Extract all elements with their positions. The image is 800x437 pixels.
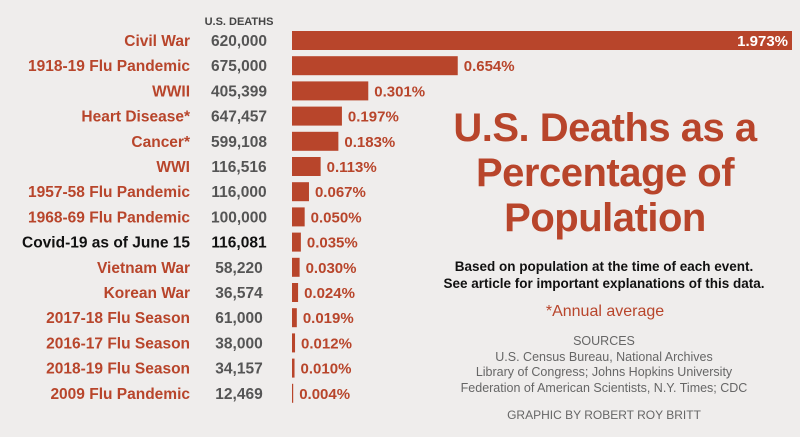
percentage-label: 0.035%	[307, 235, 358, 252]
percentage-label: 0.050%	[311, 209, 362, 226]
deaths-value: 116,081	[211, 235, 267, 252]
deaths-value: 12,469	[215, 386, 263, 403]
bar	[292, 31, 792, 50]
percentage-label: 0.301%	[374, 83, 425, 100]
bar	[292, 131, 339, 151]
sources-heading: SOURCES	[573, 334, 635, 348]
bar	[292, 157, 321, 176]
deaths-value: 675,000	[211, 58, 267, 75]
percentage-label: 0.113%	[327, 159, 377, 176]
percentage-label: 0.004%	[299, 386, 350, 403]
percentage-label: 0.183%	[344, 134, 395, 151]
bar	[292, 106, 342, 126]
percentage-label: 0.197%	[348, 109, 399, 126]
bar	[292, 232, 301, 252]
category-label: WWII	[152, 83, 190, 100]
source-line: Library of Congress; Johns Hopkins Unive…	[475, 365, 733, 379]
deaths-value: 620,000	[211, 33, 267, 50]
deaths-value: 116,516	[211, 159, 267, 176]
category-label: 2016-17 Flu Season	[46, 335, 190, 352]
category-label: 1957-58 Flu Pandemic	[28, 184, 190, 201]
category-label: WWI	[156, 159, 190, 176]
category-label: 2018-19 Flu Season	[46, 361, 190, 378]
bar	[292, 308, 297, 328]
deaths-value: 100,000	[211, 209, 267, 226]
bar	[292, 207, 305, 227]
subtitle-line: Based on population at the time of each …	[454, 259, 754, 274]
percentage-label: 0.019%	[303, 310, 354, 327]
percentage-label: 0.030%	[306, 260, 357, 277]
chart-title: U.S. Deaths as a Percentage of Populatio…	[453, 106, 757, 240]
graphic-credit: GRAPHIC BY ROBERT ROY BRITT	[507, 408, 701, 422]
deaths-value: 61,000	[215, 310, 262, 327]
bar	[292, 56, 458, 76]
category-label: Civil War	[124, 33, 190, 50]
category-label: Heart Disease*	[81, 109, 191, 126]
category-label: 2009 Flu Pandemic	[50, 386, 190, 403]
subtitle-line: See article for important explanations o…	[443, 276, 765, 291]
percentage-label: 0.024%	[304, 285, 355, 302]
deaths-value: 599,108	[211, 134, 267, 151]
chart-subtitle: Based on population at the time of each …	[418, 258, 790, 292]
percentage-label: 0.067%	[315, 184, 366, 201]
bar	[292, 283, 299, 302]
category-label: Vietnam War	[97, 260, 190, 277]
bar	[292, 182, 309, 202]
source-line: U.S. Census Bureau, National Archives	[495, 349, 713, 364]
source-line: Federation of American Scientists, N.Y. …	[460, 380, 748, 395]
column-header-us-deaths: U.S. DEATHS	[205, 16, 274, 28]
bar	[292, 383, 294, 403]
sources-block: SOURCES U.S. Census Bureau, National Arc…	[418, 334, 790, 396]
category-label: Covid-19 as of June 15	[22, 235, 190, 252]
category-label: 1968-69 Flu Pandemic	[28, 209, 190, 226]
deaths-value: 116,000	[211, 184, 266, 201]
deaths-value: 36,574	[215, 285, 263, 302]
percentage-label: 0.010%	[301, 361, 352, 378]
category-label: Korean War	[104, 285, 190, 302]
category-label: 1918-19 Flu Pandemic	[28, 58, 190, 75]
deaths-value: 405,399	[211, 83, 267, 100]
annual-average-footnote: *Annual average	[545, 303, 665, 320]
percentage-label: 0.654%	[464, 58, 515, 75]
deaths-value: 58,220	[215, 260, 262, 277]
percentage-label: 1.973%	[737, 33, 788, 50]
bar	[292, 358, 295, 378]
bar	[292, 81, 369, 101]
deaths-value: 647,457	[211, 109, 267, 126]
bar	[292, 257, 300, 277]
deaths-value: 34,157	[215, 361, 262, 378]
deaths-value: 38,000	[215, 335, 262, 352]
percentage-label: 0.012%	[301, 335, 352, 352]
bar	[292, 333, 296, 353]
category-label: 2017-18 Flu Season	[46, 310, 190, 327]
category-label: Cancer*	[131, 134, 191, 151]
